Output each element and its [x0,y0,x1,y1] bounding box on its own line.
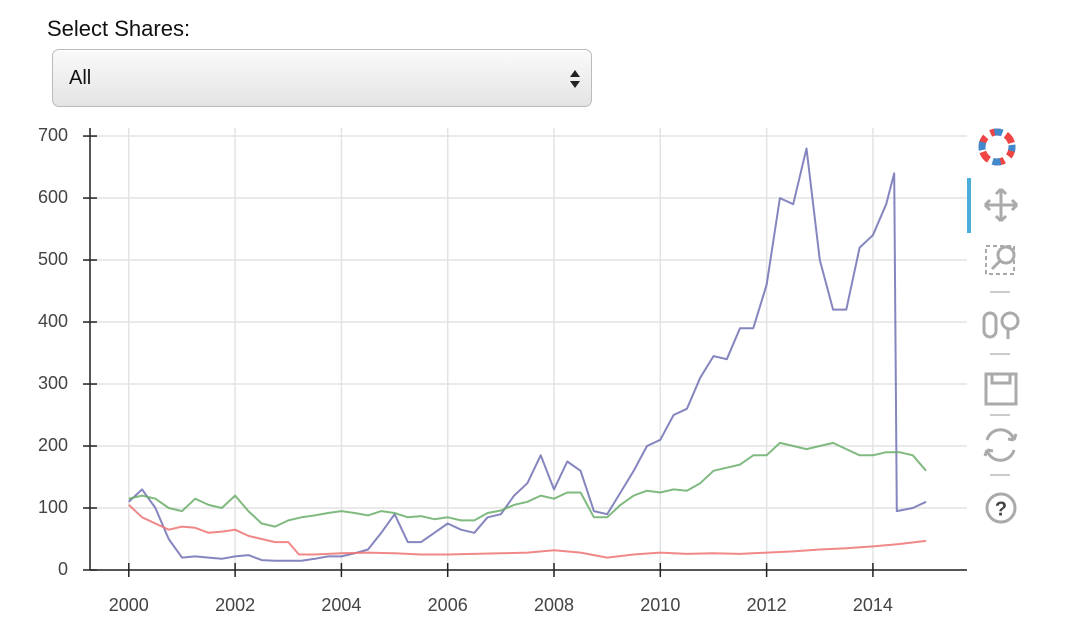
x-tick-label: 2010 [640,595,680,615]
x-tick-label: 2002 [215,595,255,615]
save-icon [990,374,1012,385]
x-tick-label: 2006 [428,595,468,615]
x-tick-label: 2014 [853,595,893,615]
help-tool[interactable] [985,492,1017,524]
y-tick-label: 700 [38,125,68,145]
wheel-zoom-lens [1000,311,1020,331]
x-tick-label: 2000 [109,595,149,615]
y-tick-label: 0 [58,559,68,579]
wheel-zoom-tool[interactable] [982,311,998,339]
save-tool[interactable] [984,372,1018,406]
series-line [128,504,927,559]
help-icon: ? [995,498,1007,520]
y-tick-label: 200 [38,435,68,455]
reset-tool[interactable] [983,428,1018,462]
y-tick-label: 400 [38,311,68,331]
select-label: Select Shares: [47,16,191,41]
select-dropdown[interactable]: All [52,49,592,107]
box-zoom-handle [990,259,1002,271]
x-tick-label: 2004 [321,595,361,615]
y-tick-label: 300 [38,373,68,393]
select-value: All [69,67,92,89]
x-tick-label: 2012 [747,595,787,615]
y-tick-label: 600 [38,187,68,207]
x-tick-label: 2008 [534,595,574,615]
separators [990,291,1010,476]
select-arrows [570,70,580,88]
toolbar: ? [967,128,1020,524]
box-zoom-lens [996,245,1016,265]
bokeh-logo-part [978,128,1016,166]
series-line [128,441,927,528]
active-indicator [967,178,971,233]
pan-tool[interactable] [983,187,1019,223]
bokeh-logo [978,128,1016,166]
y-tick-label: 100 [38,497,68,517]
series-line [128,147,927,562]
y-tick-label: 500 [38,249,68,269]
